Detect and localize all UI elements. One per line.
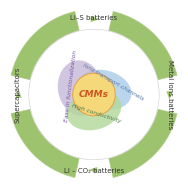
Text: High conductivity: High conductivity: [70, 104, 121, 124]
Wedge shape: [11, 109, 79, 177]
Polygon shape: [16, 89, 21, 98]
Text: CMMs: CMMs: [79, 90, 109, 99]
Ellipse shape: [67, 90, 121, 130]
Wedge shape: [109, 109, 177, 177]
Text: Li–S batteries: Li–S batteries: [70, 15, 118, 21]
Circle shape: [29, 29, 159, 160]
Polygon shape: [91, 16, 99, 22]
Ellipse shape: [77, 70, 131, 110]
Wedge shape: [11, 12, 79, 80]
Polygon shape: [89, 167, 97, 173]
Wedge shape: [109, 12, 177, 80]
Text: Ease in functionalization: Ease in functionalization: [64, 50, 78, 122]
Text: Li – CO₂ batteries: Li – CO₂ batteries: [64, 168, 124, 174]
Ellipse shape: [58, 60, 102, 116]
Circle shape: [73, 73, 115, 116]
Text: Ions transport channels: Ions transport channels: [82, 63, 145, 102]
Polygon shape: [167, 91, 172, 100]
Text: Metal Ions batteries: Metal Ions batteries: [167, 60, 173, 129]
Text: Supercapacitors: Supercapacitors: [15, 66, 21, 123]
